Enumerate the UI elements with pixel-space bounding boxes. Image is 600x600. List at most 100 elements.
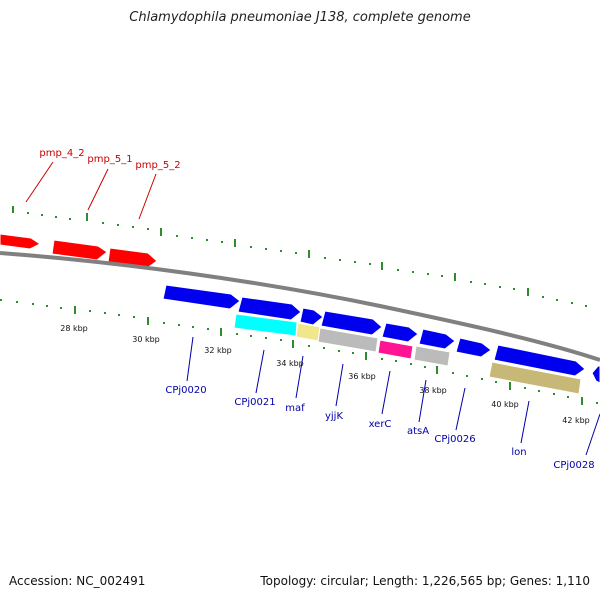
tick-minor	[397, 269, 399, 271]
leader-line	[335, 363, 344, 407]
leader-line	[381, 370, 391, 415]
gene-label-maf: maf	[285, 403, 305, 414]
leader-line	[186, 336, 194, 382]
leader-line	[255, 349, 265, 394]
scale-label: 38 kbp	[419, 386, 447, 395]
tick-minor	[424, 366, 426, 368]
tick-minor	[567, 396, 569, 398]
gene-label-atsa: atsA	[407, 426, 429, 437]
scale-labels: 28 kbp 30 kbp 32 kbp 34 kbp 36 kbp 38 kb…	[60, 324, 590, 425]
tick-minor	[163, 322, 165, 324]
gene-label-cpj0021: CPj0021	[234, 397, 275, 408]
tick-minor	[41, 214, 43, 216]
scale-label: 28 kbp	[60, 324, 88, 333]
gene-label-pmp-4-2: pmp_4_2	[39, 148, 84, 159]
tick-minor	[207, 328, 209, 330]
tick-minor	[452, 372, 454, 374]
gene-label-cpj0028: CPj0028	[553, 460, 594, 471]
tick-minor	[481, 378, 483, 380]
upper-strand-genes	[0, 233, 158, 269]
tick-minor	[0, 299, 2, 301]
tick-minor	[381, 358, 383, 360]
gene-label-cpj0026: CPj0026	[434, 434, 475, 445]
tick-minor	[308, 345, 310, 347]
tick-minor	[46, 305, 48, 307]
scale-label: 34 kbp	[276, 359, 304, 368]
gene-label-xerc: xerC	[369, 419, 392, 430]
gene-label-cpj0020: CPj0020	[165, 385, 206, 396]
gene-yjjk	[320, 310, 383, 336]
tick-minor	[236, 333, 238, 335]
tick-minor	[427, 273, 429, 275]
gene-maf	[299, 307, 324, 326]
tick-minor	[339, 259, 341, 261]
bottom-gene-labels: CPj0020 CPj0021 maf yjjK xerC atsA CPj00…	[165, 336, 600, 471]
scale-label: 32 kbp	[204, 346, 232, 355]
tick-minor	[412, 271, 414, 273]
tick-minor	[16, 301, 18, 303]
gene-pmp-5-1	[51, 239, 108, 261]
tick-minor	[132, 226, 134, 228]
leader-line	[418, 379, 427, 423]
genome-backbone	[0, 251, 600, 362]
gene-label-pmp-5-1: pmp_5_1	[87, 154, 132, 165]
tick-minor	[542, 296, 544, 298]
tick-minor	[147, 228, 149, 230]
tick-minor	[513, 288, 515, 290]
tick-minor	[250, 246, 252, 248]
leader-line	[295, 355, 304, 399]
gene-red	[0, 233, 41, 250]
tick-minor	[178, 324, 180, 326]
tick-minor	[495, 381, 497, 383]
leader-line	[455, 387, 466, 431]
tick-minor	[176, 235, 178, 237]
tick-minor	[441, 275, 443, 277]
feature-khaki	[488, 361, 582, 395]
tick-minor	[499, 286, 501, 288]
accession-text: Accession: NC_002491	[9, 574, 146, 588]
upper-tick-row	[12, 206, 587, 307]
feature-gray-1	[317, 327, 379, 353]
tick-minor	[280, 250, 282, 252]
tick-minor	[596, 402, 598, 404]
tick-minor	[221, 241, 223, 243]
leader-line	[585, 413, 600, 456]
gene-lon	[493, 344, 586, 377]
tick-minor	[55, 216, 57, 218]
lower-tick-row	[0, 299, 598, 405]
gene-xerc	[381, 322, 419, 343]
gene-atsa	[418, 328, 456, 350]
tick-minor	[89, 310, 91, 312]
feature-pale-yellow	[295, 322, 321, 342]
gene-label-pmp-5-2: pmp_5_2	[135, 160, 180, 171]
tick-minor	[466, 375, 468, 377]
leader-line	[25, 161, 54, 203]
leader-line	[87, 168, 109, 211]
tick-minor	[295, 252, 297, 254]
tick-minor	[324, 257, 326, 259]
tick-minor	[104, 312, 106, 314]
tick-minor	[556, 299, 558, 301]
tick-minor	[27, 212, 29, 214]
tick-minor	[265, 337, 267, 339]
tick-minor	[32, 303, 34, 305]
tick-minor	[410, 363, 412, 365]
leader-line	[138, 173, 157, 220]
gene-cpj0028	[591, 365, 600, 384]
scale-label: 40 kbp	[491, 400, 519, 409]
feature-magenta	[377, 339, 414, 360]
top-gene-labels: pmp_4_2 pmp_5_1 pmp_5_2	[25, 148, 181, 220]
feature-gray-2	[413, 345, 451, 367]
tick-minor	[192, 326, 194, 328]
leader-line	[520, 400, 530, 444]
tick-minor	[571, 302, 573, 304]
tick-minor	[206, 239, 208, 241]
tick-minor	[354, 261, 356, 263]
tick-minor	[323, 347, 325, 349]
topology-text: Topology: circular; Length: 1,226,565 bp…	[260, 574, 590, 588]
tick-minor	[338, 350, 340, 352]
feature-row	[233, 313, 582, 395]
gene-label-yjjk: yjjK	[325, 411, 343, 422]
scale-label: 42 kbp	[562, 416, 590, 425]
